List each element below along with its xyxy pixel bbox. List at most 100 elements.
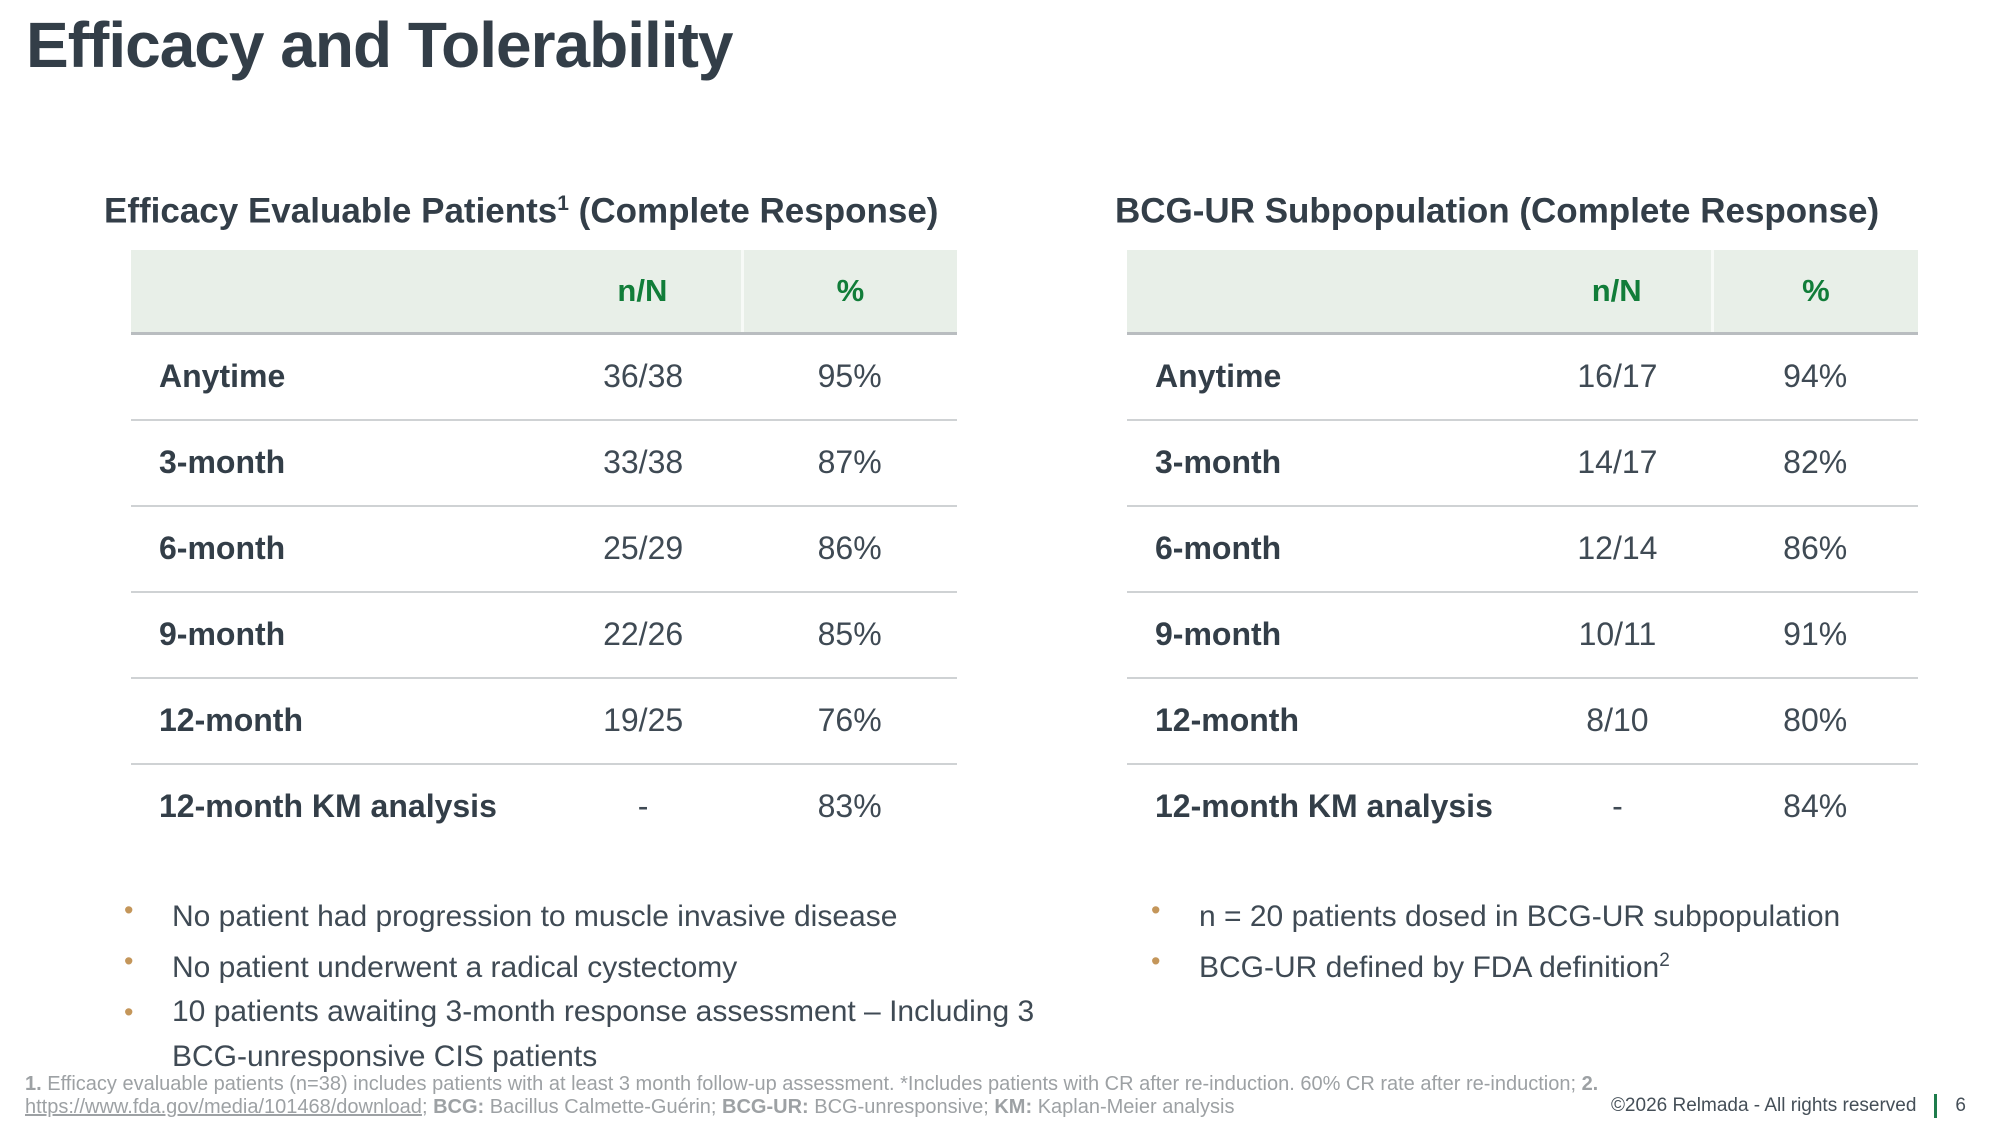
copyright-bar: ©2026 Relmada - All rights reserved 6 (1611, 1094, 1966, 1118)
bullet-icon: • (1151, 894, 1161, 925)
row-pct-value: 83% (817, 788, 882, 825)
bullet-item: • n = 20 patients dosed in BCG-UR subpop… (1151, 891, 1925, 936)
row-pct-value: 94% (1712, 333, 1918, 421)
left-heading-text: Efficacy Evaluable Patients (104, 191, 558, 231)
footnote-line-1: 1. Efficacy evaluable patients (n=38) in… (25, 1073, 1598, 1096)
bullet-text: No patient had progression to muscle inv… (172, 891, 897, 936)
nN-column-header: n/N (1522, 249, 1713, 335)
row-pct-value: 95% (742, 333, 957, 421)
row-label: 12-month KM analysis (1155, 788, 1493, 825)
left-heading-superscript: 1 (557, 192, 569, 215)
row-nN-value: 36/38 (544, 333, 743, 421)
left-heading-suffix: (Complete Response) (568, 191, 939, 231)
row-nN-value: 8/10 (1522, 677, 1713, 765)
footnotes: 1. Efficacy evaluable patients (n=38) in… (25, 1073, 1598, 1119)
table-header-row: n/N % (131, 249, 957, 335)
footnote-ref2-marker: 2. (1581, 1073, 1599, 1095)
footnote-ref1-marker: 1. (25, 1073, 42, 1095)
bullet-text-content: n = 20 patients dosed in BCG-UR subpopul… (1199, 899, 1841, 933)
pct-column-header: % (740, 249, 957, 335)
bullet-text: BCG-UR defined by FDA definition2 (1199, 942, 1670, 987)
bullet-icon: • (124, 894, 134, 925)
row-pct-value: 84% (1783, 788, 1848, 825)
bcg-abbrev-label: BCG: (433, 1096, 485, 1118)
footnote-link-suffix: ; (421, 1096, 428, 1118)
row-label: 12-month KM analysis (159, 788, 497, 825)
table-row: 12-month 8/10 80% (1127, 677, 1918, 765)
row-label: Anytime (131, 333, 544, 421)
bullet-text: No patient underwent a radical cystectom… (172, 942, 737, 987)
bullet-item: • No patient underwent a radical cystect… (124, 942, 1054, 987)
right-bullet-list: • n = 20 patients dosed in BCG-UR subpop… (1151, 891, 1925, 987)
bullet-item: • No patient had progression to muscle i… (124, 891, 1054, 936)
table-row: 6-month 25/29 86% (131, 505, 957, 593)
efficacy-evaluable-table: n/N % Anytime 36/38 95% 3-month 33/38 87… (131, 249, 957, 849)
copyright-text: ©2026 Relmada - All rights reserved (1610, 1095, 1917, 1116)
pct-column-header: % (1710, 249, 1918, 335)
bullet-item: • BCG-UR defined by FDA definition2 (1151, 942, 1925, 987)
table-row: Anytime 16/17 94% (1127, 333, 1918, 421)
table-row: 9-month 22/26 85% (131, 591, 957, 679)
right-panel-heading: BCG-UR Subpopulation (Complete Response) (1115, 183, 1925, 233)
nN-column-header: n/N (544, 249, 743, 335)
table-row: 12-month KM analysis - 83% (131, 764, 957, 849)
bullet-text-content: BCG-UR defined by FDA definition (1199, 950, 1660, 984)
footnote-ref1-text: Efficacy evaluable patients (n=38) inclu… (47, 1073, 1576, 1095)
row-pct-value: 76% (742, 677, 957, 765)
row-label: 12-month (1127, 677, 1523, 765)
row-pct-value: 86% (1712, 505, 1918, 593)
bcgur-abbrev-label: BCG-UR: (722, 1096, 809, 1118)
row-nN-value: 33/38 (544, 419, 743, 507)
row-pct-value: 85% (742, 591, 957, 679)
row-nN-value: 25/29 (544, 505, 743, 593)
row-label: Anytime (1127, 333, 1523, 421)
row-pct-value: 82% (1712, 419, 1918, 507)
row-label: 3-month (1127, 419, 1523, 507)
km-abbrev-label: KM: (994, 1096, 1033, 1118)
empty-header-cell (1127, 249, 1523, 335)
row-label: 9-month (131, 591, 544, 679)
row-pct-value: 80% (1712, 677, 1918, 765)
left-panel-heading: Efficacy Evaluable Patients1 (Complete R… (104, 183, 1054, 233)
row-nN-value: 19/25 (544, 677, 743, 765)
bullet-text-content: No patient had progression to muscle inv… (172, 899, 898, 933)
row-nN-value: 10/11 (1522, 591, 1713, 679)
bullet-text: 10 patients awaiting 3-month response as… (172, 993, 1054, 1076)
table-row: 9-month 10/11 91% (1127, 591, 1918, 679)
bullet-icon: • (124, 945, 134, 976)
bullet-text: n = 20 patients dosed in BCG-UR subpopul… (1199, 891, 1840, 936)
table-row: 3-month 14/17 82% (1127, 419, 1918, 507)
left-bullet-list: • No patient had progression to muscle i… (124, 891, 1054, 1076)
table-row: 12-month KM analysis - 84% (1127, 764, 1918, 849)
row-pct-value: 91% (1712, 591, 1918, 679)
fda-download-link[interactable]: https://www.fda.gov/media/101468/downloa… (25, 1096, 422, 1118)
footnote-line-2: https://www.fda.gov/media/101468/downloa… (25, 1096, 1598, 1119)
bcg-abbrev-text: Bacillus Calmette-Guérin; (489, 1096, 717, 1118)
right-heading-text: BCG-UR Subpopulation (Complete Response) (1115, 191, 1880, 231)
table-row: Anytime 36/38 95% (131, 333, 957, 421)
empty-header-cell (131, 249, 544, 335)
page-title: Efficacy and Tolerability (26, 9, 733, 81)
bcgur-abbrev-text: BCG-unresponsive; (814, 1096, 989, 1118)
bullet-text-content: No patient underwent a radical cystectom… (172, 950, 738, 984)
row-nN-value: 16/17 (1522, 333, 1713, 421)
row-pct-value: 86% (742, 505, 957, 593)
row-label: 9-month (1127, 591, 1523, 679)
right-panel: BCG-UR Subpopulation (Complete Response)… (1115, 183, 1925, 993)
table-row: 3-month 33/38 87% (131, 419, 957, 507)
row-nN-value: 12/14 (1522, 505, 1713, 593)
table-header-row: n/N % (1127, 249, 1918, 335)
row-nN-value: - (637, 788, 649, 825)
page-number: 6 (1955, 1095, 1966, 1116)
row-label: 6-month (1127, 505, 1523, 593)
bcg-ur-subpopulation-table: n/N % Anytime 16/17 94% 3-month 14/17 82… (1127, 249, 1918, 849)
row-nN-value: - (1612, 788, 1623, 825)
km-abbrev-text: Kaplan-Meier analysis (1037, 1096, 1235, 1118)
row-label: 6-month (131, 505, 544, 593)
bullet-item: • 10 patients awaiting 3-month response … (124, 993, 1054, 1076)
left-panel: Efficacy Evaluable Patients1 (Complete R… (104, 183, 1054, 1082)
row-nN-value: 22/26 (544, 591, 743, 679)
table-row: 6-month 12/14 86% (1127, 505, 1918, 593)
row-label: 3-month (131, 419, 544, 507)
